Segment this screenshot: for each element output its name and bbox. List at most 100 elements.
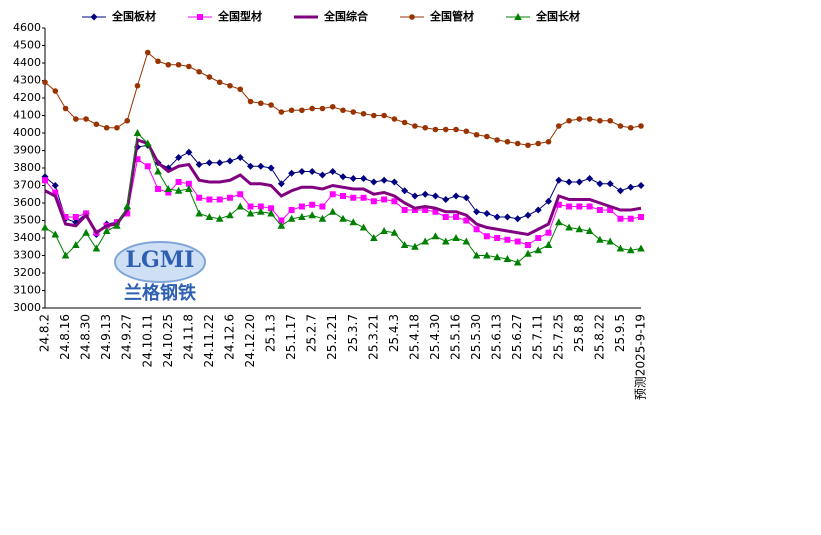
x-tick-label: 25.7.11 <box>531 314 545 360</box>
point <box>513 258 522 266</box>
point <box>226 211 234 219</box>
point <box>575 178 583 186</box>
point <box>421 237 430 245</box>
point <box>565 223 573 231</box>
y-tick-label: 3100 <box>13 284 41 297</box>
x-tick-label: 25.3.7 <box>346 314 360 352</box>
y-tick-label: 3800 <box>13 161 41 174</box>
point <box>431 192 439 200</box>
legend-item: 全国综合 <box>294 9 369 23</box>
x-tick-label: 25.4.18 <box>407 314 421 360</box>
point <box>257 203 264 210</box>
x-tick-label: 25.4.3 <box>387 314 401 352</box>
point <box>617 123 624 129</box>
point <box>52 88 59 94</box>
y-tick-label: 4400 <box>13 56 41 69</box>
point <box>627 124 634 131</box>
point <box>452 234 460 241</box>
point <box>380 227 388 234</box>
legend-marker <box>514 13 522 20</box>
point <box>329 191 336 198</box>
point <box>186 63 192 70</box>
x-tick-label: 25.4.30 <box>428 314 442 360</box>
point <box>566 203 573 210</box>
point <box>278 109 285 115</box>
point <box>637 182 645 189</box>
point <box>216 159 224 167</box>
x-tick-label: 25.9.5 <box>613 314 627 352</box>
point <box>134 156 141 163</box>
point <box>596 180 604 188</box>
point <box>586 116 593 122</box>
x-tick-label: 25.7.25 <box>551 314 565 360</box>
point <box>555 201 562 208</box>
point <box>360 110 367 117</box>
point <box>349 175 357 182</box>
point <box>92 244 101 252</box>
point <box>494 235 501 241</box>
point <box>318 214 327 222</box>
point <box>566 117 572 124</box>
point <box>534 206 542 214</box>
point <box>576 203 583 210</box>
y-tick-label: 3900 <box>13 144 41 157</box>
legend-label: 全国板材 <box>111 9 156 23</box>
y-tick-label: 3400 <box>13 231 41 244</box>
point <box>494 137 500 143</box>
point <box>124 210 131 217</box>
point <box>462 194 470 202</box>
point <box>360 175 368 182</box>
point <box>555 176 563 184</box>
point <box>247 203 254 210</box>
point <box>370 234 378 241</box>
point <box>268 102 274 108</box>
series <box>42 49 644 149</box>
point <box>42 177 48 184</box>
point <box>565 178 573 186</box>
point <box>298 203 305 210</box>
point <box>503 213 511 221</box>
x-tick-label: 24.10.11 <box>140 314 154 367</box>
point <box>277 180 285 188</box>
x-tick-label: 24.12.6 <box>222 314 236 360</box>
y-tick-label: 4500 <box>13 39 41 52</box>
point <box>525 142 531 149</box>
point <box>247 98 254 105</box>
logo-text: LGMI <box>126 247 195 273</box>
point <box>524 242 531 248</box>
point <box>196 194 203 201</box>
y-tick-label: 4200 <box>13 91 41 104</box>
point <box>256 207 265 215</box>
point <box>93 121 100 128</box>
point <box>319 105 326 112</box>
x-tick-label: 24.8.2 <box>38 314 52 352</box>
point <box>236 202 245 210</box>
x-tick-label: 25.6.13 <box>490 314 504 360</box>
x-tick-label: 24.12.20 <box>243 314 257 367</box>
point <box>51 182 59 189</box>
point <box>41 223 49 231</box>
point <box>421 190 429 198</box>
x-tick-label: 24.10.25 <box>161 314 175 367</box>
series-line <box>44 137 642 237</box>
point <box>586 203 593 210</box>
point <box>493 213 501 221</box>
point <box>205 159 213 167</box>
x-tick-label: 24.11.8 <box>181 314 195 360</box>
point <box>370 178 378 186</box>
point <box>123 202 132 210</box>
point <box>401 119 408 126</box>
point <box>400 241 409 248</box>
x-tick-label: 25.5.16 <box>449 314 463 360</box>
point <box>462 237 471 245</box>
point <box>463 128 470 135</box>
point <box>237 191 244 198</box>
point <box>73 116 79 122</box>
point <box>607 117 613 124</box>
point <box>350 109 357 115</box>
point <box>72 214 79 220</box>
point <box>144 163 151 170</box>
point <box>453 214 460 220</box>
point <box>185 148 193 156</box>
point <box>473 226 480 233</box>
